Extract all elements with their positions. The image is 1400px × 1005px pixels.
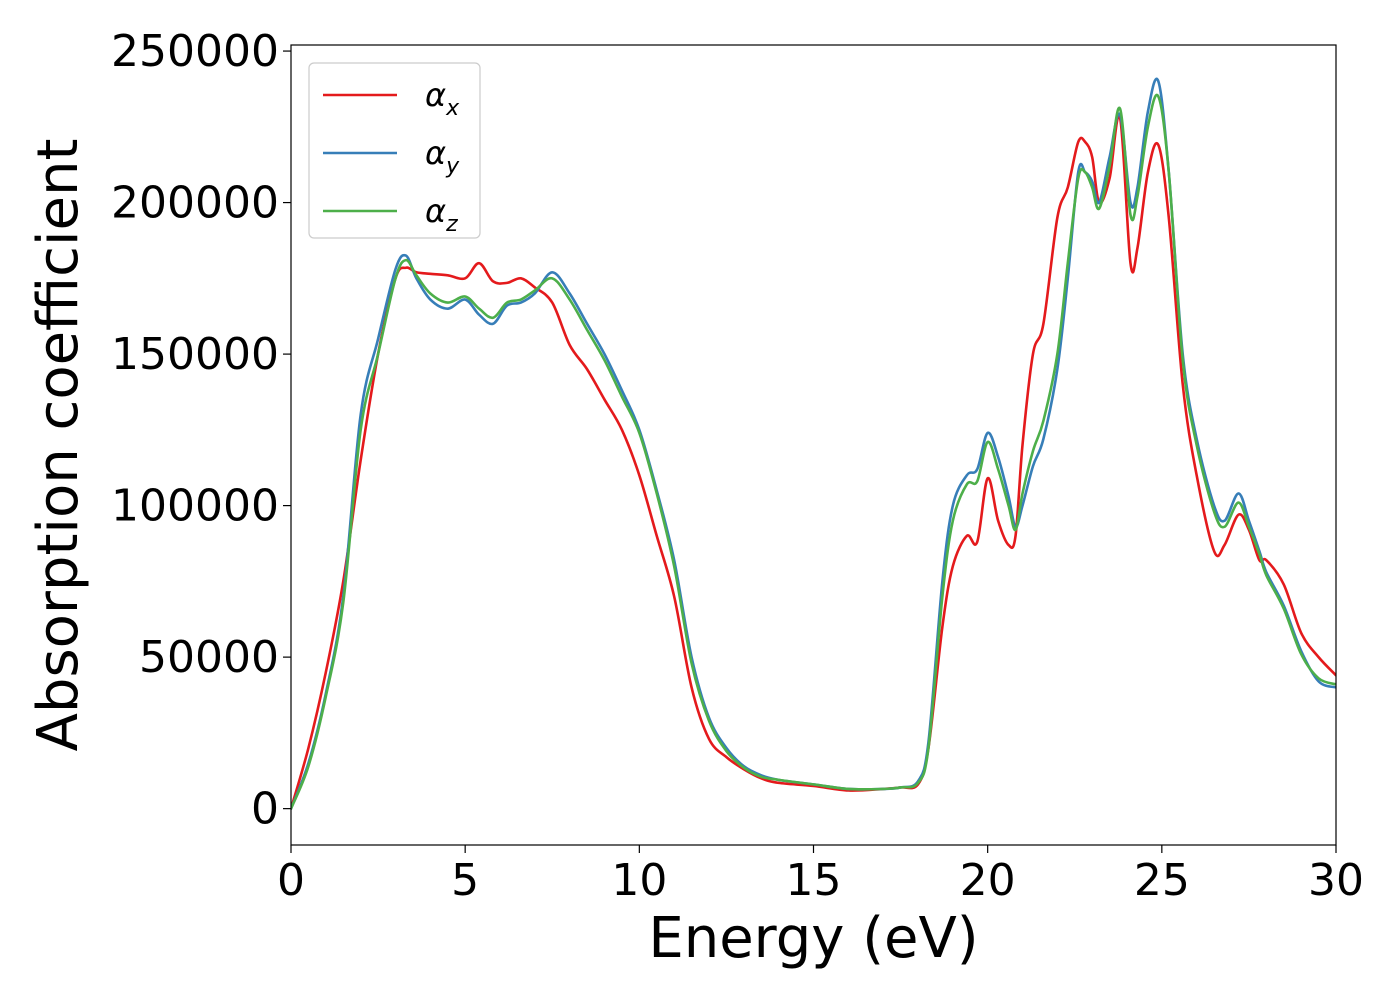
x-axis-title: Energy (eV) bbox=[648, 906, 978, 971]
series-line-z bbox=[291, 93, 1336, 810]
x-tick-label: 30 bbox=[1308, 855, 1364, 906]
x-tick-label: 20 bbox=[960, 855, 1016, 906]
x-tick-label: 25 bbox=[1134, 855, 1190, 906]
y-tick-label: 250000 bbox=[111, 26, 279, 77]
axis-ticks: 0 5 10 15 20 25 30 0 50000 100000 150000 200000 2500… bbox=[111, 26, 1364, 906]
series-line-x bbox=[291, 114, 1336, 810]
y-tick-label: 0 bbox=[251, 784, 279, 835]
y-tick-label: 150000 bbox=[111, 329, 279, 380]
x-tick-label: 5 bbox=[451, 855, 479, 906]
x-tick-label: 10 bbox=[611, 855, 667, 906]
x-tick-label: 15 bbox=[786, 855, 842, 906]
y-tick-label: 50000 bbox=[139, 632, 279, 683]
legend-box bbox=[308, 62, 481, 239]
y-tick-label: 200000 bbox=[111, 178, 279, 229]
y-axis-title: Absorption coefficient bbox=[26, 139, 91, 752]
series-lines bbox=[291, 77, 1336, 810]
x-tick-label: 0 bbox=[277, 855, 305, 906]
y-tick-label: 100000 bbox=[111, 481, 279, 532]
